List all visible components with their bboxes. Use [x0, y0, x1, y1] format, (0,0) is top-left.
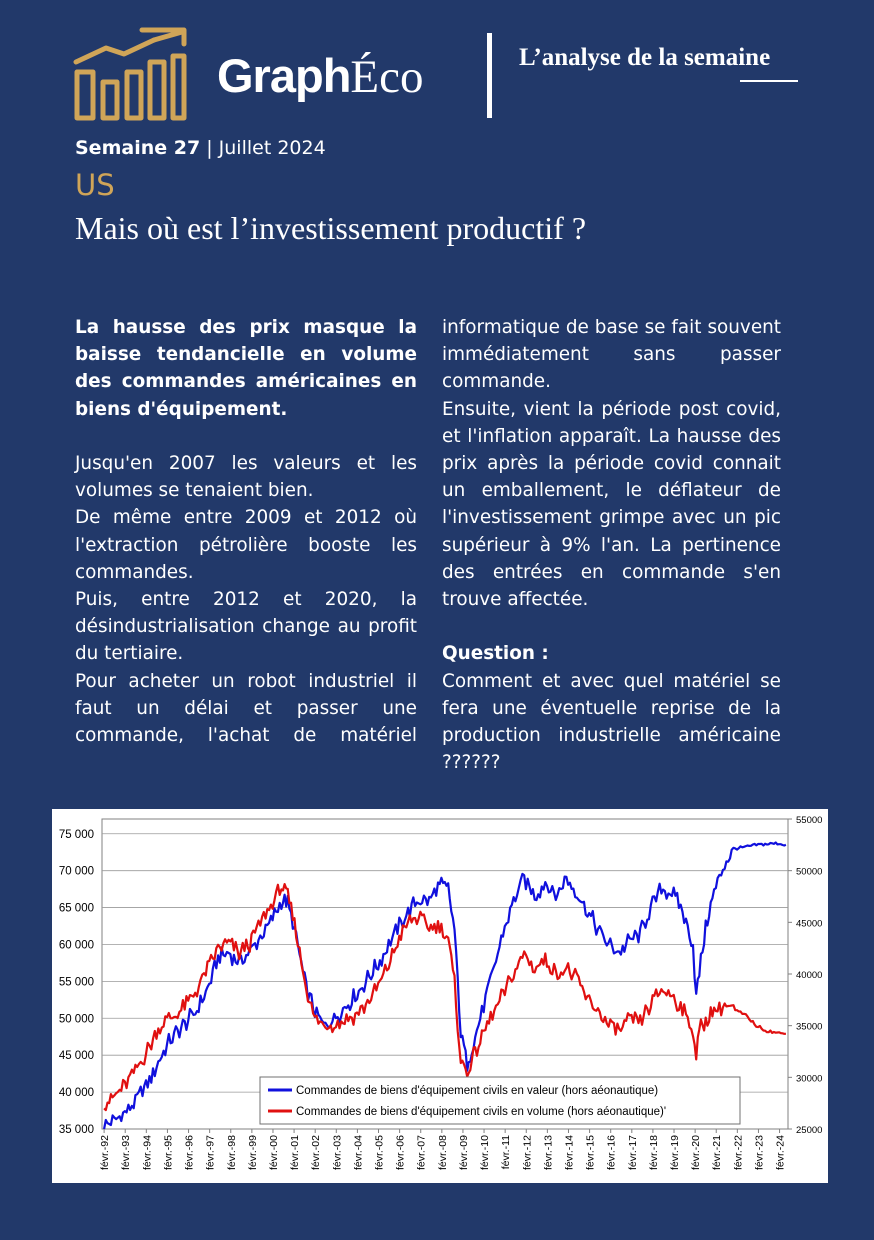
x-tick-label: févr.-92 — [99, 1135, 111, 1170]
x-tick-label: févr.-06 — [395, 1135, 407, 1170]
y-left-tick-label: 60 000 — [59, 939, 94, 951]
header-divider — [487, 33, 492, 118]
x-tick-label: févr.-22 — [732, 1135, 744, 1170]
x-tick-label: févr.-14 — [563, 1135, 575, 1170]
y-right-tick-label: 55000 — [796, 815, 822, 826]
article-paragraph: Ensuite, vient la période post covid, et… — [442, 398, 781, 611]
logo — [72, 26, 188, 122]
article-column-right: informatique de base se fait souvent imm… — [442, 314, 781, 776]
issue-info: Semaine 27 | Juillet 2024 — [75, 137, 326, 159]
x-tick-label: févr.-08 — [437, 1135, 449, 1170]
article-paragraph: Pour acheter un robot industriel il faut… — [75, 670, 417, 747]
chart-svg: 35 000 40 000 45 000 50 000 55 000 60 000 65 0… — [59, 815, 823, 1170]
x-tick-label: févr.-19 — [669, 1135, 681, 1170]
x-tick-label: févr.-97 — [205, 1135, 217, 1170]
article-paragraph: Jusqu'en 2007 les valeurs et les volumes… — [75, 453, 417, 502]
x-tick-label: févr.-93 — [120, 1135, 132, 1170]
y-left-tick-label: 55 000 — [59, 976, 94, 988]
x-tick-label: févr.-94 — [141, 1135, 153, 1170]
x-tick-label: févr.-17 — [627, 1135, 639, 1170]
x-tick-label: févr.-02 — [310, 1135, 322, 1170]
x-tick-label: févr.-23 — [753, 1135, 765, 1170]
question-label: Question : — [442, 643, 549, 665]
article-paragraph: De même entre 2009 et 2012 où l'extracti… — [75, 507, 417, 583]
series-line-value — [103, 841, 787, 1130]
brand-part2: Éco — [350, 51, 424, 103]
article-paragraph: Puis, entre 2012 et 2020, la désindustri… — [75, 589, 417, 665]
article-lead: La hausse des prix masque la baisse tend… — [75, 317, 417, 420]
x-tick-label: févr.-03 — [331, 1135, 343, 1170]
y-right-tick-label: 25000 — [796, 1125, 822, 1136]
bar-chart-growth-icon — [73, 27, 187, 121]
y-right-tick-label: 45000 — [796, 918, 822, 929]
x-tick-label: févr.-21 — [711, 1135, 723, 1170]
x-tick-label: févr.-96 — [184, 1135, 196, 1170]
x-tick-label: févr.-16 — [606, 1135, 618, 1170]
x-tick-label: févr.-20 — [690, 1135, 702, 1170]
country-label: US — [75, 168, 115, 202]
x-tick-label: févr.-99 — [247, 1135, 259, 1170]
tagline: L’analyse de la semaine — [519, 44, 771, 71]
y-right-tick-label: 35000 — [796, 1022, 822, 1033]
page-title: Mais où est l’investissement productif ? — [75, 210, 587, 246]
y-left-tick-label: 65 000 — [59, 903, 94, 915]
x-tick-label: févr.-12 — [521, 1135, 533, 1170]
x-tick-label: févr.-15 — [585, 1135, 597, 1170]
article-paragraph: informatique de base se fait souvent imm… — [442, 317, 781, 393]
issue-month: Juillet 2024 — [218, 137, 326, 159]
y-left-tick-label: 75 000 — [59, 829, 94, 841]
brand-part1: Graph — [217, 49, 351, 102]
y-left-tick-label: 35 000 — [59, 1124, 94, 1136]
x-tick-label: févr.-13 — [542, 1135, 554, 1170]
legend-box — [259, 1076, 741, 1125]
brand-name: GraphÉco — [217, 52, 424, 101]
x-tick-label: févr.-04 — [352, 1135, 364, 1170]
chart-legend: Commandes de biens d'équipement civils e… — [259, 1076, 741, 1125]
article-column-left: La hausse des prix masque la baisse tend… — [75, 314, 417, 749]
y-left-tick-label: 45 000 — [59, 1050, 94, 1062]
x-tick-label: févr.-10 — [479, 1135, 491, 1170]
legend-label-value: Commandes de biens d'équipement civils e… — [296, 1085, 658, 1097]
orders-chart: 35 000 40 000 45 000 50 000 55 000 60 000 65 0… — [52, 809, 828, 1183]
tagline-underline — [740, 80, 798, 82]
y-right-tick-label: 30000 — [796, 1073, 822, 1084]
x-tick-label: févr.-07 — [416, 1135, 428, 1170]
x-tick-label: févr.-05 — [374, 1135, 386, 1170]
series-line-volume — [103, 882, 786, 1112]
question-text: Comment et avec quel matériel se fera un… — [442, 670, 781, 774]
x-tick-label: févr.-01 — [289, 1135, 301, 1170]
x-tick-label: févr.-09 — [458, 1135, 470, 1170]
y-right-tick-label: 50000 — [796, 867, 822, 878]
x-tick-label: févr.-95 — [162, 1135, 174, 1170]
y-left-tick-label: 70 000 — [59, 866, 94, 878]
y-left-tick-label: 40 000 — [59, 1087, 94, 1099]
x-tick-label: févr.-11 — [500, 1135, 512, 1169]
issue-separator: | — [200, 137, 219, 159]
x-tick-label: févr.-24 — [775, 1135, 787, 1170]
x-tick-label: févr.-98 — [226, 1135, 238, 1170]
x-tick-label: févr.-00 — [268, 1135, 280, 1170]
y-right-tick-label: 40000 — [796, 970, 822, 981]
x-tick-label: févr.-18 — [648, 1135, 660, 1170]
y-left-tick-label: 50 000 — [59, 1013, 94, 1025]
legend-label-volume: Commandes de biens d'équipement civils e… — [296, 1106, 666, 1118]
issue-week: Semaine 27 — [75, 137, 201, 159]
